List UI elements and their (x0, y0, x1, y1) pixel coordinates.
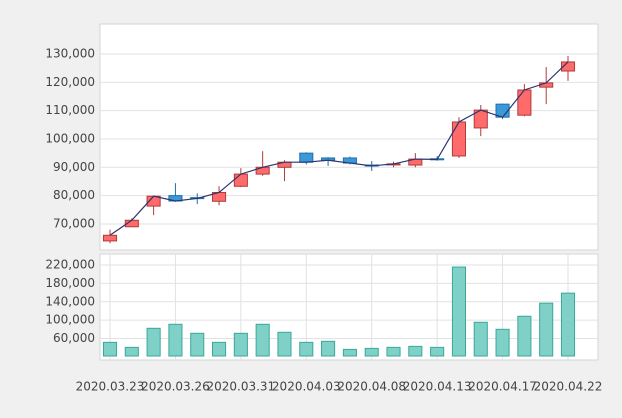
volume-bar (517, 315, 532, 357)
volume-panel (99, 253, 599, 361)
y-tick-label: 180,000 (45, 276, 95, 290)
candle-body (299, 152, 314, 163)
price-panel (99, 23, 599, 251)
volume-bar (168, 323, 183, 357)
volume-bar (299, 341, 314, 357)
y-tick-label: 110,000 (45, 103, 95, 117)
y-tick-label: 90,000 (53, 160, 95, 174)
candle-body (539, 82, 554, 88)
y-tick-label: 80,000 (53, 188, 95, 202)
volume-bar (277, 331, 292, 357)
y-tick-label: 130,000 (45, 47, 95, 61)
y-tick-label: 100,000 (45, 313, 95, 327)
candle-body (102, 234, 118, 242)
y-tick-label: 60,000 (53, 331, 95, 345)
y-tick-label: 100,000 (45, 131, 95, 145)
x-tick-label: 2020.04.17 (468, 380, 537, 394)
x-tick-label: 2020.04.22 (534, 380, 603, 394)
volume-bar (430, 346, 445, 357)
volume-bar (342, 348, 357, 357)
volume-bar (190, 332, 205, 357)
candle-body (233, 173, 248, 187)
candle-body (451, 121, 466, 157)
x-tick-label: 2020.03.23 (76, 380, 145, 394)
y-tick-label: 220,000 (45, 258, 95, 272)
y-tick-label: 70,000 (53, 216, 95, 230)
volume-bar (408, 345, 423, 357)
volume-bar (212, 341, 227, 357)
volume-bar (146, 327, 161, 357)
volume-bar (124, 346, 139, 357)
close-line (109, 61, 569, 236)
volume-bar (495, 328, 510, 357)
volume-bar (386, 346, 401, 357)
volume-bar (473, 321, 488, 357)
x-tick-label: 2020.03.26 (141, 380, 210, 394)
x-tick-label: 2020.04.03 (272, 380, 341, 394)
volume-bar (560, 292, 576, 357)
y-tick-label: 140,000 (45, 294, 95, 308)
volume-bar (255, 323, 270, 357)
x-tick-label: 2020.04.08 (337, 380, 406, 394)
volume-bar (451, 266, 466, 357)
volume-bar (364, 347, 379, 357)
candle-body (517, 89, 532, 116)
volume-bar (321, 340, 336, 357)
volume-bar (233, 332, 248, 357)
volume-bar (102, 341, 118, 357)
volume-bar (539, 302, 554, 357)
x-tick-label: 2020.04.13 (403, 380, 472, 394)
y-tick-label: 120,000 (45, 75, 95, 89)
x-tick-label: 2020.03.31 (206, 380, 275, 394)
